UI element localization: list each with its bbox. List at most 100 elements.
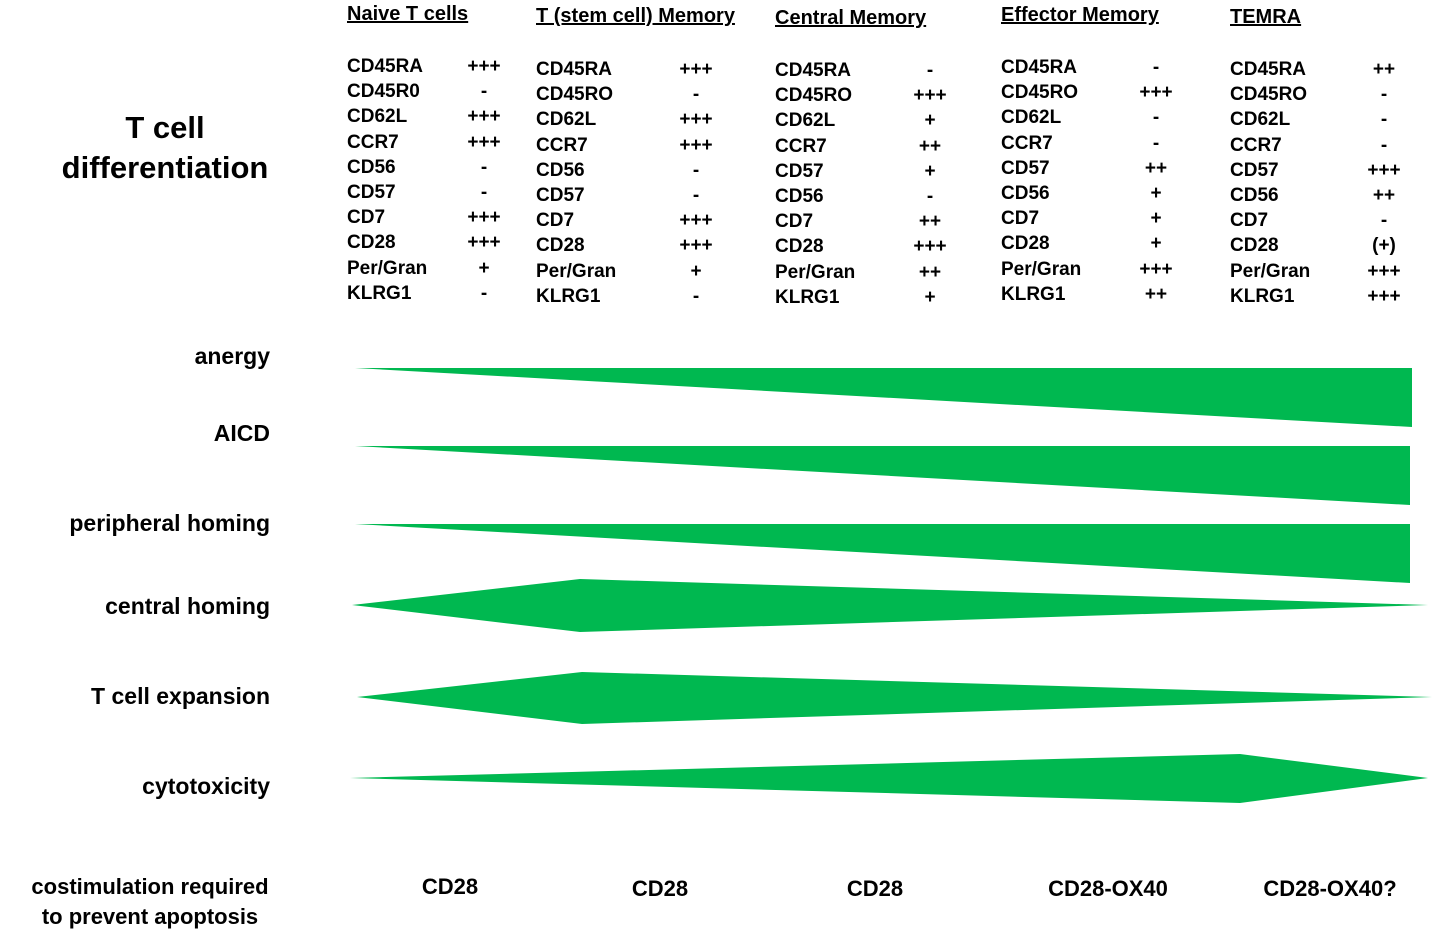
marker-level: +++ (679, 59, 713, 80)
marker-label: KLRG1 (775, 286, 840, 308)
row-label-peripheral-homing: peripheral homing (69, 510, 270, 536)
marker-label: CCR7 (347, 131, 399, 153)
column-header-naive: Naive T cells (347, 3, 469, 25)
marker-level: +++ (913, 85, 947, 107)
marker-level: - (1380, 134, 1388, 156)
marker-level: +++ (467, 131, 501, 153)
marker-label: CD28 (536, 235, 585, 257)
marker-label: CD57 (1001, 157, 1050, 179)
marker-label: CCR7 (775, 135, 827, 157)
marker-level: - (692, 84, 700, 106)
marker-level: + (924, 110, 936, 132)
marker-label: CD57 (775, 160, 824, 182)
marker-level: - (692, 159, 700, 181)
marker-level: - (480, 81, 488, 103)
marker-level: - (1380, 109, 1388, 131)
marker-label: CCR7 (1001, 132, 1053, 154)
marker-level: +++ (1139, 258, 1173, 280)
marker-level: +++ (1367, 285, 1401, 307)
marker-level: +++ (467, 106, 501, 128)
marker-level: - (692, 285, 700, 307)
marker-label: KLRG1 (1001, 283, 1066, 305)
marker-label: Per/Gran (1230, 260, 1311, 282)
marker-level: +++ (1139, 82, 1173, 104)
marker-level: ++ (918, 135, 942, 157)
marker-label: CD45RA (1230, 59, 1307, 80)
marker-label: Per/Gran (347, 257, 428, 279)
costimulation-value-stem-memory: CD28 (631, 876, 689, 901)
marker-level: + (1150, 233, 1162, 255)
marker-level: ++ (1372, 185, 1396, 206)
row-label-anergy: anergy (194, 343, 270, 369)
marker-label: CD62L (347, 106, 408, 128)
costimulation-value-central-memory: CD28 (846, 876, 904, 901)
marker-level: - (926, 60, 934, 81)
column-header-stem-memory: T (stem cell) Memory (536, 5, 735, 27)
marker-label: KLRG1 (347, 282, 412, 304)
marker-label: CD28 (1230, 235, 1279, 257)
marker-level: +++ (467, 56, 501, 77)
marker-label: CD62L (536, 109, 597, 131)
marker-label: CD57 (347, 182, 396, 203)
marker-level: +++ (467, 207, 501, 229)
column-header-effector-memory: Effector Memory (1001, 4, 1159, 26)
marker-level: +++ (1367, 159, 1401, 181)
peripheral-homing-wedge (355, 524, 1410, 583)
marker-label: CD7 (1230, 210, 1269, 232)
marker-level: + (1150, 183, 1162, 204)
marker-label: CD62L (775, 110, 836, 132)
marker-level: +++ (467, 232, 501, 254)
marker-label: CD7 (775, 211, 814, 233)
marker-level: +++ (679, 109, 713, 131)
marker-label: CD62L (1001, 107, 1062, 129)
marker-label: CD45RA (775, 60, 852, 81)
row-label-central-homing: central homing (105, 593, 270, 619)
marker-level: ++ (918, 261, 942, 283)
marker-label: KLRG1 (1230, 285, 1295, 307)
marker-label: CD45RA (536, 59, 613, 80)
marker-level: ++ (1372, 59, 1396, 80)
column-header-central-memory: Central Memory (775, 7, 927, 29)
marker-level: + (924, 160, 936, 182)
marker-label: CD62L (1230, 109, 1291, 131)
diagram-title: T cell differentiation (61, 110, 269, 185)
marker-label: CD28 (1001, 233, 1050, 255)
marker-label: CCR7 (536, 134, 588, 156)
marker-label: Per/Gran (536, 260, 617, 282)
marker-level: - (1152, 132, 1160, 154)
marker-label: CD56 (1230, 185, 1279, 206)
marker-level: - (926, 186, 934, 207)
marker-label: CD45RO (775, 85, 853, 107)
row-label-cytotoxicity: cytotoxicity (142, 773, 270, 799)
marker-level: - (1380, 210, 1388, 232)
marker-label: CD28 (347, 232, 396, 254)
marker-label: CD7 (347, 207, 386, 229)
marker-label: Per/Gran (775, 261, 856, 283)
marker-label: CD57 (536, 185, 585, 206)
marker-level: + (1150, 208, 1162, 230)
cytotoxicity-wedge (350, 754, 1428, 803)
marker-label: CD56 (1001, 183, 1050, 204)
row-label-aicd: AICD (213, 420, 270, 446)
marker-label: CD56 (347, 156, 396, 178)
costimulation-label-line2: to prevent apoptosis (41, 904, 259, 929)
marker-label: CD57 (1230, 159, 1279, 181)
marker-label: CCR7 (1230, 134, 1282, 156)
marker-level: - (692, 185, 700, 206)
marker-level: + (690, 260, 702, 282)
marker-label: Per/Gran (1001, 258, 1082, 280)
marker-level: - (1152, 107, 1160, 129)
anergy-wedge (355, 368, 1412, 427)
marker-level: +++ (913, 236, 947, 258)
costimulation-value-effector-memory: CD28-OX40 (1048, 876, 1168, 901)
marker-level: - (1380, 84, 1388, 106)
marker-level: - (1152, 57, 1160, 78)
marker-level: - (480, 156, 488, 178)
row-label-t-cell-expansion: T cell expansion (91, 683, 270, 709)
marker-label: CD45RO (536, 84, 614, 106)
marker-label: CD7 (1001, 208, 1040, 230)
marker-level: (+) (1372, 235, 1396, 257)
marker-level: ++ (918, 211, 942, 233)
marker-level: + (478, 257, 490, 279)
t-cell-expansion-wedge (357, 672, 1432, 724)
